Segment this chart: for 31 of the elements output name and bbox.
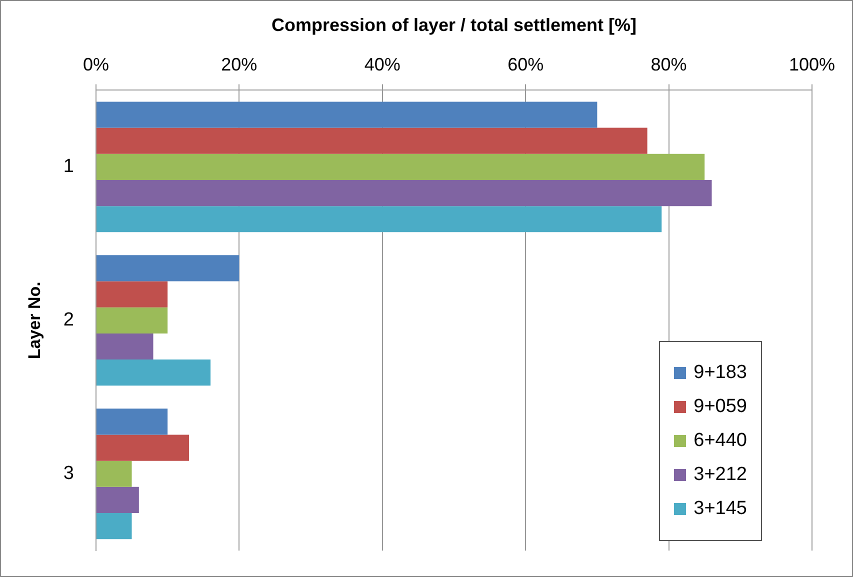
bar <box>96 180 712 206</box>
bar <box>96 513 132 540</box>
bar <box>96 255 240 282</box>
y-tick-label: 1 <box>63 156 74 178</box>
x-tick-label: 40% <box>364 54 400 74</box>
bar <box>96 307 168 334</box>
x-axis-title: Compression of layer / total settlement [%] <box>271 14 637 35</box>
bar <box>96 486 139 513</box>
bar <box>96 128 648 154</box>
bar <box>96 102 598 128</box>
y-axis-title: Layer No. <box>24 282 44 360</box>
bar <box>96 434 190 461</box>
bar <box>96 154 705 180</box>
x-tick-label: 100% <box>788 54 836 74</box>
bar <box>96 281 168 308</box>
bar <box>96 408 168 435</box>
bar <box>96 333 154 360</box>
bar <box>96 460 132 487</box>
x-tick-label: 60% <box>508 54 544 74</box>
legend-label: 9+183 <box>694 362 747 384</box>
x-tick-label: 0% <box>82 54 109 74</box>
legend-label: 3+145 <box>694 498 747 520</box>
y-tick-label: 3 <box>63 463 74 484</box>
bar <box>96 206 662 232</box>
legend-label: 3+212 <box>694 464 747 486</box>
x-tick-label: 80% <box>650 54 687 74</box>
y-tick-label: 2 <box>63 310 74 331</box>
bar <box>96 360 211 386</box>
legend-label: 9+059 <box>694 396 747 418</box>
legend-label: 6+440 <box>694 430 747 452</box>
x-tick-label: 20% <box>221 54 258 74</box>
